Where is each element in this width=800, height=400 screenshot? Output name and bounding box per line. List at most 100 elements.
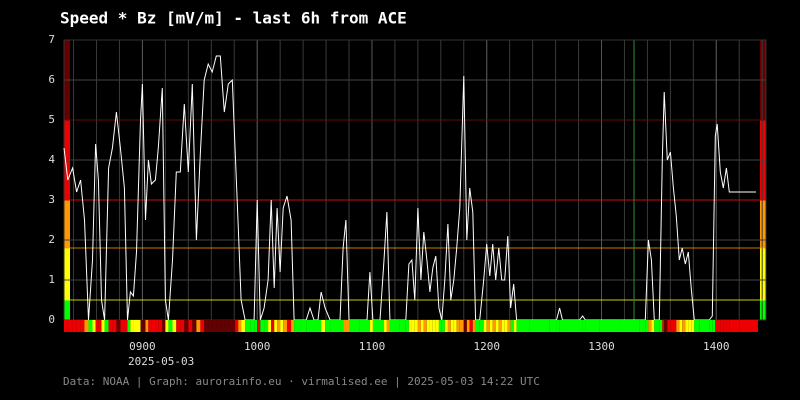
activity-segment <box>501 320 505 332</box>
activity-segment <box>450 320 454 332</box>
activity-segment <box>369 320 373 332</box>
activity-segment <box>579 320 583 332</box>
footer: Data: NOAA | Graph: aurorainfo.eu · virm… <box>63 375 540 388</box>
activity-segment <box>145 320 149 332</box>
activity-segment <box>529 320 550 332</box>
activity-segment <box>151 320 156 332</box>
activity-segment <box>192 320 197 332</box>
activity-segment <box>254 320 258 332</box>
activity-segment <box>685 320 689 332</box>
x-tick-label: 1400 <box>703 340 730 353</box>
activity-segment <box>673 320 677 332</box>
activity-segment <box>691 320 695 332</box>
activity-segment <box>120 320 125 332</box>
activity-segment <box>142 320 146 332</box>
activity-segment <box>562 320 580 332</box>
x-tick-label: 1000 <box>244 340 271 353</box>
activity-segment <box>682 320 686 332</box>
activity-segment <box>84 320 89 332</box>
activity-segment <box>133 320 137 332</box>
activity-segment <box>483 320 487 332</box>
y-tick-label: 7 <box>48 33 55 46</box>
activity-segment <box>168 320 173 332</box>
activity-segment <box>300 320 307 332</box>
level-band <box>64 200 70 248</box>
activity-segment <box>235 320 239 332</box>
activity-segment <box>216 320 221 332</box>
chart-title: Speed * Bz [mV/m] - last 6h from ACE <box>60 9 407 28</box>
activity-segment <box>654 320 660 332</box>
activity-segment <box>188 320 193 332</box>
activity-segment <box>438 320 442 332</box>
y-tick-label: 3 <box>48 193 55 206</box>
activity-segment <box>274 320 278 332</box>
activity-segment <box>101 320 105 332</box>
activity-segment <box>220 320 225 332</box>
activity-segment <box>756 320 758 332</box>
activity-segment <box>659 320 663 332</box>
level-band <box>760 200 766 248</box>
activity-segment <box>386 320 390 332</box>
activity-segment <box>155 320 159 332</box>
activity-segment <box>414 320 418 332</box>
activity-segment <box>715 320 718 332</box>
activity-segment <box>318 320 322 332</box>
activity-segment <box>232 320 236 332</box>
activity-segment <box>340 320 344 332</box>
activity-segment <box>495 320 499 332</box>
activity-segment <box>130 320 134 332</box>
activity-segment <box>80 320 85 332</box>
activity-segment <box>283 320 288 332</box>
activity-segment <box>405 320 409 332</box>
activity-segment <box>510 320 514 332</box>
activity-segment <box>599 320 620 332</box>
activity-segment <box>648 320 652 332</box>
activity-segment <box>204 320 209 332</box>
activity-segment <box>651 320 655 332</box>
activity-segment <box>116 320 121 332</box>
activity-segment <box>420 320 424 332</box>
activity-segment <box>408 320 412 332</box>
y-tick-label: 5 <box>48 113 55 126</box>
activity-segment <box>136 320 141 332</box>
activity-segment <box>124 320 128 332</box>
activity-segment <box>349 320 360 332</box>
activity-segment <box>180 320 185 332</box>
activity-segment <box>453 320 457 332</box>
activity-segment <box>619 320 640 332</box>
y-tick-label: 6 <box>48 73 55 86</box>
activity-segment <box>459 320 464 332</box>
activity-segment <box>241 320 246 332</box>
activity-segment <box>549 320 557 332</box>
activity-segment <box>92 320 96 332</box>
activity-segment <box>456 320 460 332</box>
activity-segment <box>726 320 730 332</box>
activity-segment <box>679 320 683 332</box>
activity-segment <box>662 320 665 332</box>
activity-segment <box>321 320 326 332</box>
activity-segment <box>72 320 77 332</box>
activity-segment <box>165 320 169 332</box>
activity-segment <box>411 320 415 332</box>
activity-segment <box>64 320 68 332</box>
activity-segment <box>330 320 341 332</box>
activity-segment <box>384 320 387 332</box>
activity-segment <box>228 320 233 332</box>
activity-segment <box>372 320 380 332</box>
activity-segment <box>291 320 295 332</box>
activity-segment <box>582 320 586 332</box>
activity-segment <box>359 320 367 332</box>
activity-segment <box>585 320 600 332</box>
activity-segment <box>417 320 421 332</box>
activity-segment <box>486 320 490 332</box>
activity-segment <box>463 320 467 332</box>
activity-segment <box>435 320 439 332</box>
x-tick-label: 0900 <box>129 340 156 353</box>
activity-segment <box>426 320 430 332</box>
activity-segment <box>389 320 400 332</box>
activity-segment <box>479 320 484 332</box>
activity-segment <box>723 320 727 332</box>
activity-segment <box>379 320 385 332</box>
activity-segment <box>325 320 331 332</box>
